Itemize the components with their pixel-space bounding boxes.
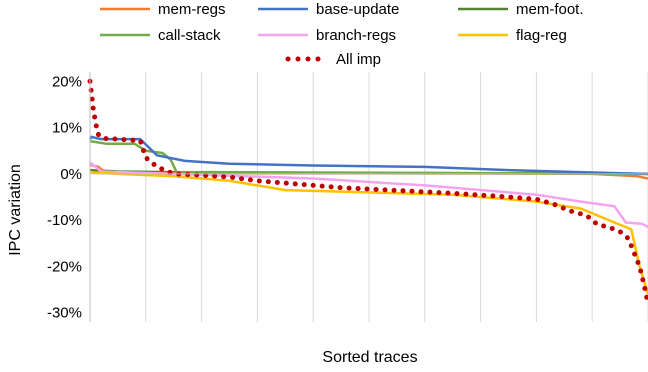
y-tick-label: -10% xyxy=(47,212,82,229)
legend-label-all-imp: All imp xyxy=(336,51,381,68)
series-line-branch-regs xyxy=(89,161,648,229)
grid-lines xyxy=(145,72,648,322)
series-line-base-update xyxy=(88,135,648,176)
axes xyxy=(89,72,648,322)
y-tick-label: -20% xyxy=(47,258,82,275)
series-line-all-imp xyxy=(87,78,648,306)
y-tick-label: 20% xyxy=(52,73,82,90)
y-axis-title: IPC variation xyxy=(7,164,24,256)
y-tick-label: -30% xyxy=(47,305,82,322)
legend: mem-regs base-update mem-foot. call-stack br… xyxy=(100,1,584,68)
y-tick-label: 0% xyxy=(60,166,82,183)
y-tick-label: 10% xyxy=(52,120,82,137)
legend-label-call-stack: call-stack xyxy=(158,27,221,44)
y-tick-labels: 20% 10% 0% -10% -20% -30% xyxy=(47,73,82,321)
x-axis-title: Sorted traces xyxy=(322,349,417,366)
legend-label-base-update: base-update xyxy=(316,1,399,18)
legend-label-mem-regs: mem-regs xyxy=(158,1,226,18)
legend-label-mem-foot: mem-foot. xyxy=(516,1,584,18)
legend-label-branch-regs: branch-regs xyxy=(316,27,396,44)
legend-label-flag-reg: flag-reg xyxy=(516,27,567,44)
